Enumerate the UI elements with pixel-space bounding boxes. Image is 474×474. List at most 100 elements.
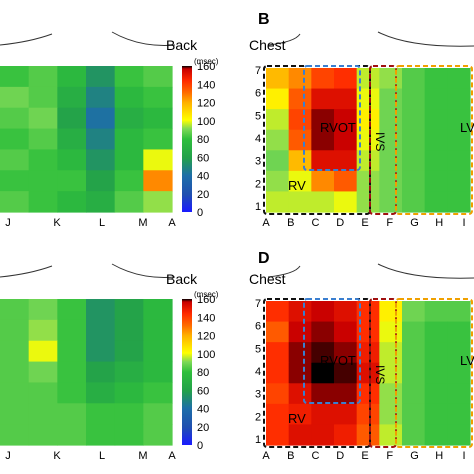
heatmap-cell-bottom_right-r3c3: [334, 362, 358, 384]
heatmap-cell-bottom_left-r3c0: [0, 361, 30, 384]
x-tick-bottom_right-2: C: [312, 450, 320, 462]
heatmap-cell-top_right-r3c2: [311, 129, 335, 151]
heatmap-cell-bottom_right-r3c8: [447, 362, 471, 384]
heatmap-cell-top_right-r1c4: [356, 88, 380, 110]
heatmap-cell-bottom_right-r5c8: [447, 403, 471, 426]
heatmap-cell-bottom_right-r4c6: [402, 383, 426, 405]
heatmap-cell-bottom_left-r3c5: [143, 361, 173, 384]
heatmap-cell-top_right-r6c6: [402, 191, 426, 213]
y-tick-top_right-4: 5: [255, 110, 261, 122]
colorbar-top: [182, 66, 192, 212]
heatmap-cell-bottom_right-r1c8: [447, 321, 471, 343]
heatmap-cell-top_right-r3c7: [424, 129, 448, 151]
heatmap-cell-bottom_left-r2c0: [0, 340, 30, 363]
region-label-rv-bottom_right: RV: [288, 411, 306, 426]
colorbar-tick-top_left-0: 0: [197, 207, 203, 219]
y-tick-top_right-2: 3: [255, 156, 261, 168]
heatmap-cell-bottom_right-r5c2: [311, 403, 335, 426]
region-label-rv-top_right: RV: [288, 178, 306, 193]
heatmap-cell-bottom_right-r6c5: [379, 424, 403, 446]
heatmap-cell-bottom_right-r1c7: [424, 321, 448, 343]
panel-heading-top-right: Chest: [249, 37, 286, 53]
heatmap-cell-top_right-r5c0: [266, 170, 290, 193]
heatmap-cell-bottom_right-r5c7: [424, 403, 448, 426]
heatmap-cell-top_left-r4c2: [57, 149, 87, 171]
x-tick-top_right-5: F: [386, 217, 393, 229]
heatmap-cell-bottom_right-r2c3: [334, 342, 358, 364]
heatmap-cell-top_right-r2c1: [288, 109, 312, 131]
heatmap-cell-top_left-r2c0: [0, 107, 30, 130]
heatmap-cell-top_left-r4c4: [114, 149, 144, 171]
y-tick-bottom_right-6: 7: [255, 298, 261, 310]
heatmap-cell-bottom_left-r4c1: [28, 382, 58, 404]
torso-outline-bottom-right-2: [377, 263, 474, 279]
colorbar-tick-bottom_left-3: 60: [197, 385, 209, 397]
heatmap-cell-bottom_right-r4c4: [356, 383, 380, 405]
heatmap-cell-top_left-r0c4: [114, 66, 144, 88]
x-tick-bottom_left-1: K: [53, 450, 61, 462]
region-label-ivs-bottom_right: IVS: [373, 365, 387, 384]
heatmap-cell-top_left-r5c3: [86, 170, 116, 192]
colorbar-tick-bottom_left-7: 140: [197, 312, 215, 324]
heatmap-cell-top_right-r0c3: [334, 68, 358, 90]
torso-outline-bottom-left: [0, 265, 53, 278]
heatmap-cell-bottom_right-r6c1: [288, 424, 312, 446]
x-tick-bottom_left-4: A: [168, 450, 176, 462]
heatmap-cell-top_left-r2c4: [114, 107, 144, 130]
heatmap-cell-bottom_left-r3c1: [28, 361, 58, 384]
x-tick-top_right-2: C: [312, 217, 320, 229]
x-tick-top_left-3: M: [138, 217, 147, 229]
y-tick-bottom_right-4: 5: [255, 343, 261, 355]
x-tick-top_right-8: I: [462, 217, 465, 229]
heatmap-cell-bottom_left-r2c1: [28, 340, 58, 363]
heatmap-cell-top_left-r5c1: [28, 170, 58, 192]
x-tick-top_right-7: H: [435, 217, 443, 229]
heatmap-cell-top_right-r1c8: [447, 88, 471, 110]
heatmap-cell-top_left-r0c5: [143, 66, 173, 88]
heatmap-cell-top_left-r4c1: [28, 149, 58, 171]
heatmap-cell-bottom_left-r4c3: [86, 382, 116, 404]
heatmap-cell-bottom_left-r2c2: [57, 340, 87, 363]
heatmap-cell-top_right-r1c2: [311, 88, 335, 110]
heatmap-cell-top_right-r5c8: [447, 170, 471, 193]
heatmap-cell-bottom_right-r4c5: [379, 383, 403, 405]
heatmap-cell-top_right-r2c3: [334, 109, 358, 131]
heatmap-cell-top_left-r3c4: [114, 128, 144, 151]
heatmap-cell-bottom_right-r0c0: [266, 301, 290, 323]
heatmap-cell-bottom_right-r2c4: [356, 342, 380, 364]
y-tick-top_right-6: 7: [255, 65, 261, 77]
heatmap-cell-top_right-r1c1: [288, 88, 312, 110]
heatmap-cell-bottom_right-r6c6: [402, 424, 426, 446]
x-tick-top_right-0: A: [262, 217, 270, 229]
heatmap-cell-bottom_right-r0c2: [311, 301, 335, 323]
heatmap-cell-top_left-r5c5: [143, 170, 173, 192]
heatmap-cell-top_left-r1c4: [114, 86, 144, 109]
heatmap-cell-bottom_left-r2c5: [143, 340, 173, 363]
heatmap-cell-bottom_left-r1c4: [114, 319, 144, 342]
x-tick-bottom_left-2: L: [99, 450, 105, 462]
heatmap-cell-top_right-r1c3: [334, 88, 358, 110]
heatmap-cell-bottom_left-r6c0: [0, 424, 30, 446]
heatmap-cell-top_right-r5c1: [288, 170, 312, 193]
heatmap-cell-bottom_right-r2c8: [447, 342, 471, 364]
heatmap-cell-bottom_right-r1c1: [288, 321, 312, 343]
heatmap-cell-top_left-r2c1: [28, 107, 58, 130]
x-tick-top_right-3: D: [336, 217, 344, 229]
heatmap-cell-top_right-r6c1: [288, 191, 312, 213]
heatmap-cell-top_right-r0c0: [266, 68, 290, 90]
heatmap-cell-top_right-r3c4: [356, 129, 380, 151]
colorbar-tick-bottom_left-4: 80: [197, 367, 209, 379]
x-tick-bottom_right-0: A: [262, 450, 270, 462]
heatmap-cell-top_right-r1c5: [379, 88, 403, 110]
heatmap-cell-bottom_left-r6c3: [86, 424, 116, 446]
torso-outline-top-right: [267, 33, 301, 46]
heatmap-cell-top_right-r5c2: [311, 170, 335, 193]
region-label-lv-bottom_right: LV: [460, 353, 474, 368]
heatmap-cell-bottom_right-r0c4: [356, 301, 380, 323]
heatmap-cell-bottom_left-r6c4: [114, 424, 144, 446]
colorbar-tick-top_left-5: 100: [197, 116, 215, 128]
heatmap-cell-top_left-r1c1: [28, 86, 58, 109]
heatmap-cell-bottom_left-r5c4: [114, 403, 144, 425]
heatmap-cell-bottom_left-r5c5: [143, 403, 173, 425]
heatmap-cell-bottom_left-r2c3: [86, 340, 116, 363]
